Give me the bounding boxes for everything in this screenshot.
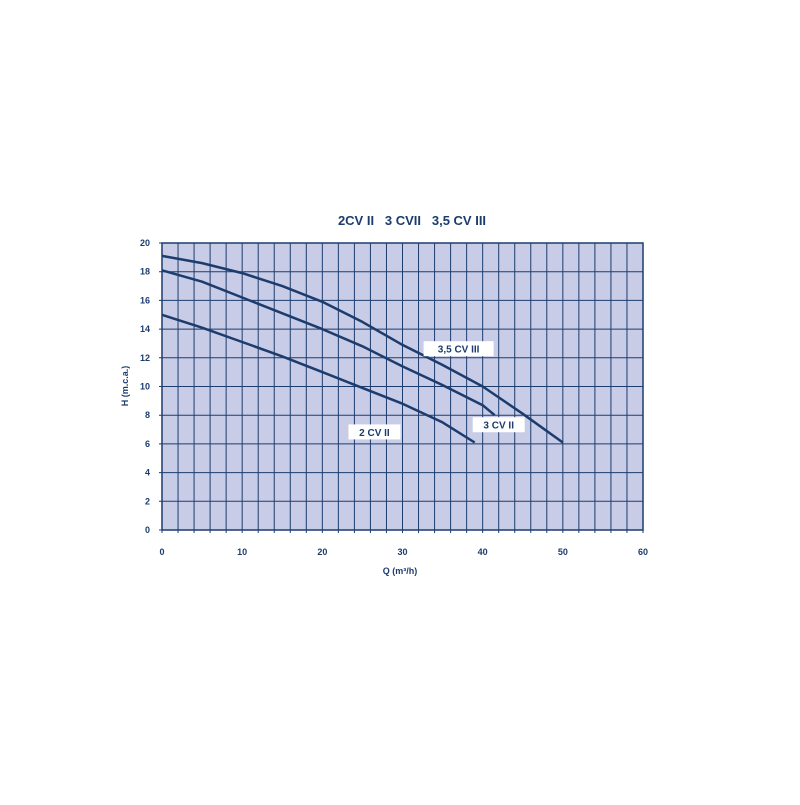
y-tick-label: 2	[145, 496, 150, 506]
series-label-box	[348, 424, 401, 440]
x-tick-label: 40	[478, 547, 488, 557]
series-label-box	[423, 341, 494, 357]
series-label-box	[472, 417, 525, 433]
x-tick-label: 30	[397, 547, 407, 557]
y-axis-label: H (m.c.a.)	[120, 366, 130, 407]
x-tick-label: 50	[558, 547, 568, 557]
x-axis-label: Q (m³/h)	[383, 566, 418, 576]
chart-title: 2CV II 3 CVII 3,5 CV III	[338, 213, 486, 228]
series-line	[161, 254, 564, 444]
y-tick-label: 14	[140, 324, 150, 334]
y-tick-label: 12	[140, 353, 150, 363]
y-tick-label: 6	[145, 439, 150, 449]
y-tick-label: 0	[145, 525, 150, 535]
series-line	[161, 313, 476, 444]
series-line	[161, 269, 496, 417]
y-tick-label: 8	[145, 410, 150, 420]
y-tick-label: 20	[140, 238, 150, 248]
y-tick-label: 10	[140, 382, 150, 392]
y-tick-label: 18	[140, 267, 150, 277]
x-tick-label: 10	[237, 547, 247, 557]
x-tick-label: 0	[159, 547, 164, 557]
series-label: 3,5 CV III	[438, 345, 480, 356]
plot-border	[161, 242, 644, 531]
series-label: 3 CV II	[483, 421, 514, 432]
x-tick-label: 60	[638, 547, 648, 557]
x-tick-label: 20	[317, 547, 327, 557]
y-tick-label: 16	[140, 295, 150, 305]
series-label: 2 CV II	[359, 428, 390, 439]
y-tick-label: 4	[145, 468, 150, 478]
